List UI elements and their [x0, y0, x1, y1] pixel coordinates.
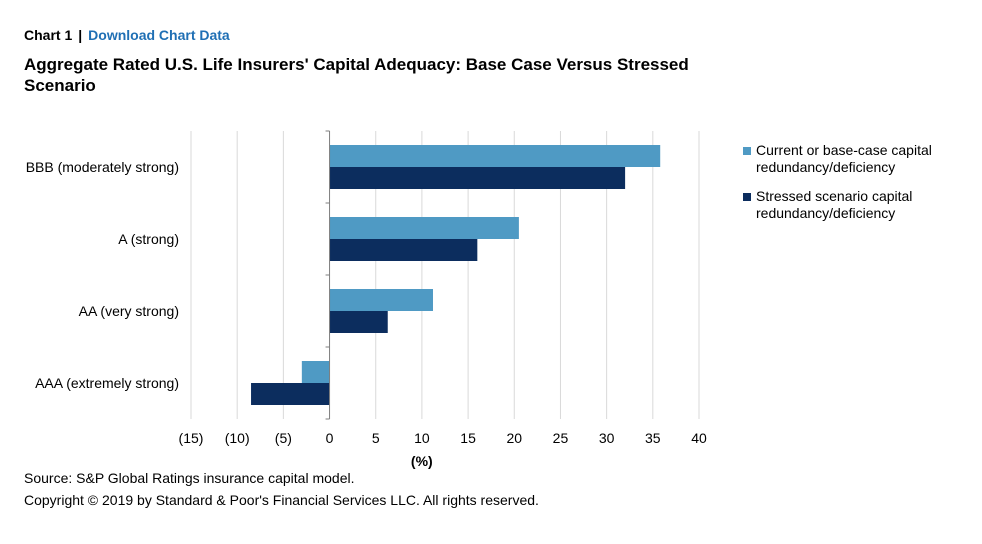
download-chart-data-link[interactable]: Download Chart Data: [88, 27, 230, 43]
bar-a-strong-series-1: [329, 217, 519, 239]
x-axis-label: (%): [411, 453, 433, 469]
x-tick-label-2: (5): [275, 430, 292, 446]
legend-label-base-case: Current or base-case capital redundancy/…: [756, 142, 932, 175]
legend-swatch-stressed: [743, 193, 751, 201]
source-note: Source: S&P Global Ratings insurance cap…: [24, 470, 355, 486]
axes: [325, 130, 331, 420]
chart-label: Chart 1: [24, 27, 73, 43]
bar-aa-very-strong-series-1: [329, 289, 433, 311]
chart-title: Aggregate Rated U.S. Life Insurers' Capi…: [24, 55, 689, 95]
header-separator: |: [78, 27, 83, 43]
bar-bbb-moderately-strong-series-1: [329, 145, 661, 167]
category-label-aaa-extremely-strong: AAA (extremely strong): [35, 375, 179, 391]
legend-item-base-case: Current or base-case capital redundancy/…: [743, 142, 973, 176]
copyright-note: Copyright © 2019 by Standard & Poor's Fi…: [24, 492, 539, 508]
x-tick-label-9: 30: [599, 430, 615, 446]
bar-a-strong-series-2: [329, 239, 478, 261]
x-tick-label-7: 20: [506, 430, 522, 446]
category-label-aa-very-strong: AA (very strong): [79, 303, 179, 319]
x-tick-label-10: 35: [645, 430, 661, 446]
legend-item-stressed: Stressed scenario capital redundancy/def…: [743, 188, 973, 222]
x-tick-label-4: 5: [372, 430, 380, 446]
bar-bbb-moderately-strong-series-2: [329, 167, 626, 189]
legend-swatch-base-case: [743, 147, 751, 155]
x-tick-label-8: 25: [553, 430, 569, 446]
x-tick-label-6: 15: [460, 430, 476, 446]
category-label-a-strong: A (strong): [118, 231, 179, 247]
bar-aaa-extremely-strong-series-2: [251, 383, 330, 405]
bar-aa-very-strong-series-2: [329, 311, 388, 333]
chart-header: Chart 1 | Download Chart Data: [24, 27, 230, 43]
legend-label-stressed: Stressed scenario capital redundancy/def…: [756, 188, 913, 221]
x-tick-label-11: 40: [691, 430, 707, 446]
x-tick-label-5: 10: [414, 430, 430, 446]
x-tick-label-0: (15): [179, 430, 204, 446]
tick-labels: BBB (moderately strong) A (strong) AA (ver…: [26, 159, 707, 469]
x-tick-label-1: (10): [225, 430, 250, 446]
bars: [251, 145, 661, 405]
x-tick-label-3: 0: [326, 430, 334, 446]
legend: Current or base-case capital redundancy/…: [743, 142, 973, 234]
bar-aaa-extremely-strong-series-1: [301, 361, 330, 383]
category-label-bbb-moderately-strong: BBB (moderately strong): [26, 159, 179, 175]
